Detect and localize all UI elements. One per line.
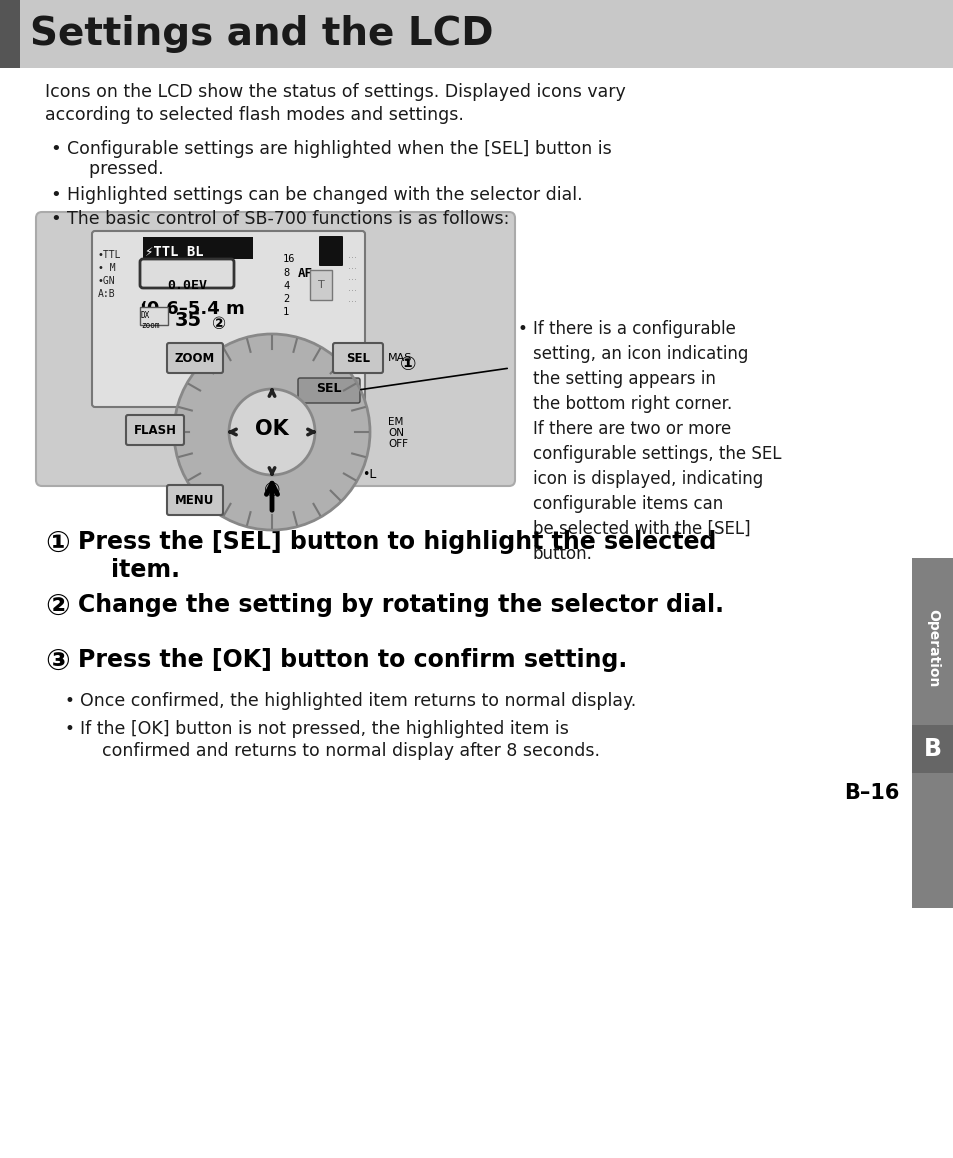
Text: If there is a configurable
setting, an icon indicating
the setting appears in
th: If there is a configurable setting, an i… bbox=[533, 320, 781, 563]
Text: •TTL: •TTL bbox=[98, 250, 121, 261]
FancyBboxPatch shape bbox=[297, 378, 359, 403]
Text: Change the setting by rotating the selector dial.: Change the setting by rotating the selec… bbox=[78, 593, 723, 617]
Text: EM: EM bbox=[388, 417, 403, 427]
Bar bbox=[0, 0, 20, 68]
Text: confirmed and returns to normal display after 8 seconds.: confirmed and returns to normal display … bbox=[80, 742, 599, 760]
Text: SEL: SEL bbox=[315, 381, 341, 395]
Text: according to selected flash modes and settings.: according to selected flash modes and se… bbox=[45, 107, 463, 124]
Text: ON: ON bbox=[388, 428, 403, 438]
Text: ZOOM: ZOOM bbox=[174, 352, 214, 365]
Text: Configurable settings are highlighted when the [SEL] button is: Configurable settings are highlighted wh… bbox=[67, 140, 611, 157]
Text: 0.0EV: 0.0EV bbox=[167, 279, 207, 292]
Text: •GN: •GN bbox=[98, 276, 115, 286]
FancyBboxPatch shape bbox=[167, 485, 223, 515]
Text: •: • bbox=[517, 320, 527, 338]
Text: •: • bbox=[50, 210, 61, 228]
FancyBboxPatch shape bbox=[91, 230, 365, 406]
Text: pressed.: pressed. bbox=[67, 160, 164, 178]
Text: 8: 8 bbox=[283, 267, 289, 278]
Text: Operation: Operation bbox=[925, 609, 939, 687]
Text: ③: ③ bbox=[45, 648, 70, 676]
FancyBboxPatch shape bbox=[140, 259, 233, 288]
Bar bbox=[140, 307, 168, 325]
FancyBboxPatch shape bbox=[36, 212, 515, 486]
Text: • M: • M bbox=[98, 263, 115, 273]
Text: 16: 16 bbox=[283, 254, 295, 264]
Text: OFF: OFF bbox=[388, 439, 408, 449]
Text: ···: ··· bbox=[348, 286, 356, 296]
Text: SEL: SEL bbox=[346, 352, 370, 365]
Text: AF: AF bbox=[297, 267, 313, 280]
FancyBboxPatch shape bbox=[167, 343, 223, 373]
Text: ②: ② bbox=[45, 593, 70, 621]
Circle shape bbox=[229, 389, 314, 475]
Text: Press the [OK] button to confirm setting.: Press the [OK] button to confirm setting… bbox=[78, 648, 626, 672]
Text: Icons on the LCD show the status of settings. Displayed icons vary: Icons on the LCD show the status of sett… bbox=[45, 83, 625, 101]
Text: Highlighted settings can be changed with the selector dial.: Highlighted settings can be changed with… bbox=[67, 186, 582, 204]
Circle shape bbox=[173, 334, 370, 530]
Text: ‘0.6–5.4 m: ‘0.6–5.4 m bbox=[140, 300, 245, 318]
Text: MAS: MAS bbox=[388, 353, 412, 362]
Text: •: • bbox=[50, 140, 61, 157]
Text: ①: ① bbox=[399, 356, 416, 374]
Bar bbox=[143, 237, 253, 259]
Text: 35: 35 bbox=[174, 312, 202, 330]
FancyBboxPatch shape bbox=[318, 236, 343, 266]
Text: ⚡TTL BL: ⚡TTL BL bbox=[145, 245, 203, 259]
Text: MENU: MENU bbox=[175, 493, 214, 506]
Text: ···: ··· bbox=[348, 252, 356, 263]
FancyBboxPatch shape bbox=[333, 343, 382, 373]
Text: The basic control of SB-700 functions is as follows:: The basic control of SB-700 functions is… bbox=[67, 210, 509, 228]
Text: DX
zoom: DX zoom bbox=[141, 312, 159, 330]
Text: FLASH: FLASH bbox=[133, 424, 176, 437]
Bar bbox=[0, 0, 953, 68]
Text: ②: ② bbox=[211, 315, 225, 334]
FancyBboxPatch shape bbox=[126, 415, 184, 445]
Text: •: • bbox=[50, 186, 61, 204]
Text: ···: ··· bbox=[348, 274, 356, 285]
Text: •L: •L bbox=[361, 468, 376, 481]
Text: T: T bbox=[317, 280, 324, 290]
Text: OK: OK bbox=[254, 419, 289, 439]
Text: item.: item. bbox=[78, 558, 180, 582]
Text: •: • bbox=[65, 720, 74, 738]
Text: ···: ··· bbox=[348, 264, 356, 274]
Text: B–16: B–16 bbox=[843, 783, 899, 802]
Text: ···: ··· bbox=[348, 296, 356, 307]
Bar bbox=[911, 725, 953, 774]
Text: A:B: A:B bbox=[98, 290, 115, 299]
Text: 2: 2 bbox=[283, 294, 289, 305]
Text: •: • bbox=[65, 692, 74, 710]
Text: If the [OK] button is not pressed, the highlighted item is: If the [OK] button is not pressed, the h… bbox=[80, 720, 568, 738]
Text: 4: 4 bbox=[283, 281, 289, 291]
Text: Press the [SEL] button to highlight the selected: Press the [SEL] button to highlight the … bbox=[78, 530, 716, 554]
Text: ③: ③ bbox=[263, 482, 280, 500]
Bar bbox=[911, 558, 953, 908]
Text: Once confirmed, the highlighted item returns to normal display.: Once confirmed, the highlighted item ret… bbox=[80, 692, 636, 710]
Bar bbox=[310, 270, 332, 300]
Text: B: B bbox=[923, 736, 941, 761]
Text: ①: ① bbox=[45, 530, 70, 558]
Text: Settings and the LCD: Settings and the LCD bbox=[30, 15, 493, 53]
Text: 1: 1 bbox=[283, 307, 289, 317]
